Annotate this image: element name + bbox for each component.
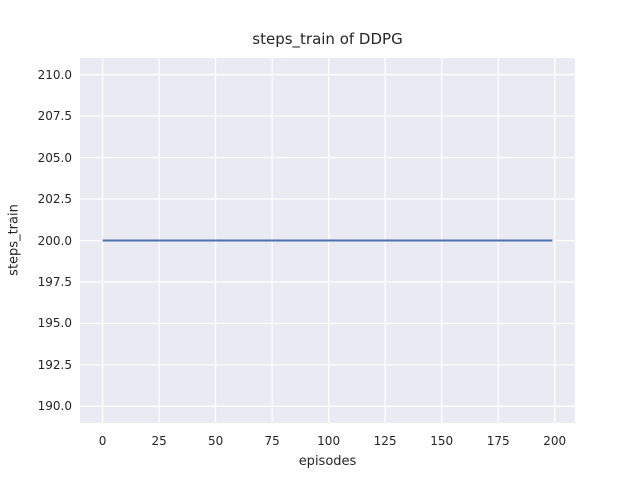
y-tick-label: 197.5 [37,274,72,289]
x-tick-label: 175 [486,434,510,448]
y-tick-label: 207.5 [37,109,72,124]
x-tick-label: 125 [373,434,397,448]
x-tick-label: 50 [207,434,224,448]
x-tick-label: 0 [98,434,107,448]
x-tick-label: 75 [264,434,280,448]
y-tick-label: 192.5 [37,357,72,372]
y-tick-label: 200.0 [37,233,72,248]
chart-title: steps_train of DDPG [252,30,403,48]
x-tick-label: 200 [543,434,567,448]
y-tick-label: 205.0 [37,150,72,165]
y-tick-label: 195.0 [37,316,72,331]
x-tick-label: 100 [317,434,341,448]
x-tick-label: 150 [430,434,454,448]
y-tick-label: 190.0 [37,399,72,414]
y-tick-label: 202.5 [37,192,72,207]
y-tick-label: 210.0 [37,67,72,82]
x-tick-label: 25 [151,434,167,448]
x-axis-label: episodes [298,454,357,469]
